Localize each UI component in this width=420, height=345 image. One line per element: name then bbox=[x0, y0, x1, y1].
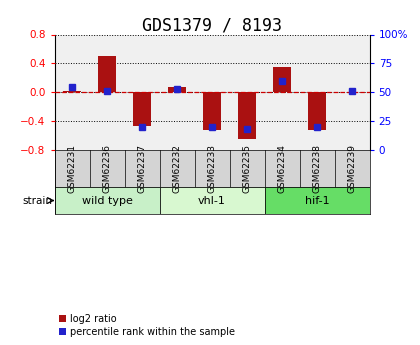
Text: vhl-1: vhl-1 bbox=[198, 196, 226, 206]
Bar bbox=[98, 56, 116, 92]
Text: GSM62234: GSM62234 bbox=[278, 144, 286, 193]
Text: GSM62233: GSM62233 bbox=[207, 144, 217, 193]
Text: GSM62231: GSM62231 bbox=[68, 144, 76, 193]
Bar bbox=[168, 87, 186, 92]
Bar bbox=[63, 91, 81, 92]
Title: GDS1379 / 8193: GDS1379 / 8193 bbox=[142, 16, 282, 34]
Bar bbox=[239, 92, 256, 139]
Text: wild type: wild type bbox=[81, 196, 133, 206]
Text: GSM62239: GSM62239 bbox=[348, 144, 357, 193]
Bar bbox=[265, 187, 370, 214]
Text: GSM62236: GSM62236 bbox=[102, 144, 112, 193]
Bar bbox=[160, 187, 265, 214]
Bar bbox=[55, 187, 160, 214]
Legend: log2 ratio, percentile rank within the sample: log2 ratio, percentile rank within the s… bbox=[60, 314, 235, 337]
Text: GSM62238: GSM62238 bbox=[312, 144, 322, 193]
Text: GSM62237: GSM62237 bbox=[138, 144, 147, 193]
Bar bbox=[203, 92, 221, 130]
Text: hif-1: hif-1 bbox=[305, 196, 329, 206]
Bar bbox=[273, 67, 291, 92]
Bar bbox=[134, 92, 151, 126]
Bar bbox=[308, 92, 326, 130]
Text: GSM62235: GSM62235 bbox=[243, 144, 252, 193]
Text: strain: strain bbox=[23, 196, 53, 206]
Text: GSM62232: GSM62232 bbox=[173, 144, 181, 193]
